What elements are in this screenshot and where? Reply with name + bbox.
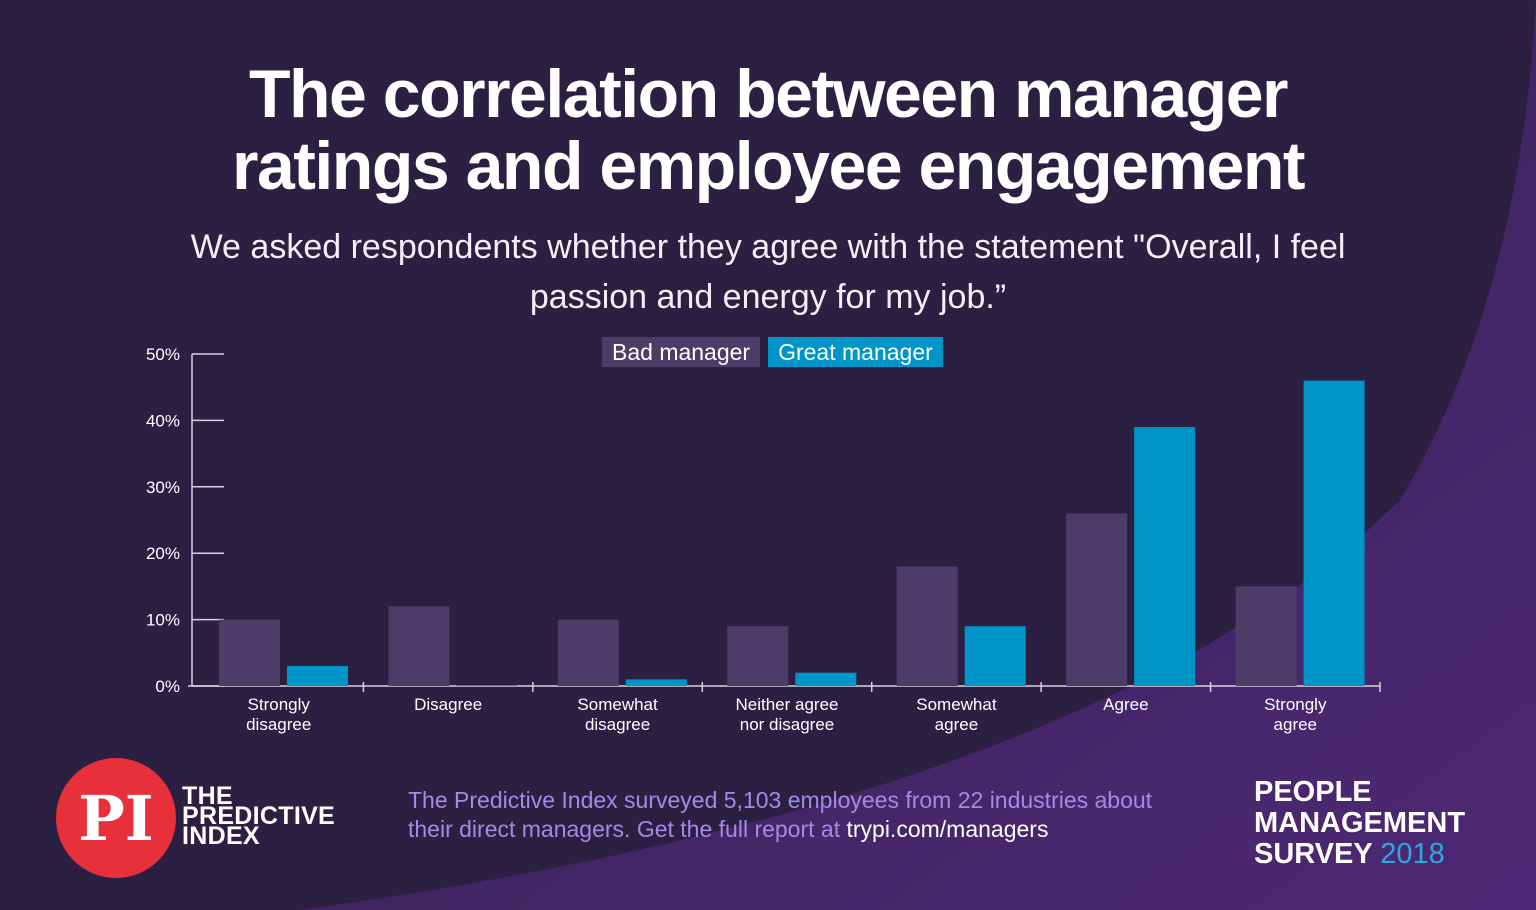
chart-subtitle: We asked respondents whether they agree … (190, 228, 1346, 316)
y-tick-label: 40% (146, 411, 180, 430)
bar-great-manager (795, 672, 857, 686)
bar-bad-manager (557, 619, 619, 686)
bar-great-manager (964, 626, 1026, 686)
bar-bad-manager (388, 606, 450, 686)
x-tick-label: Strongly disagree (246, 695, 311, 734)
bar-bad-manager (1066, 513, 1128, 686)
x-tick-label: Somewhat agree (916, 695, 997, 734)
bar-great-manager (1303, 380, 1365, 686)
title-line-2: ratings and employee engagement (231, 128, 1306, 204)
survey-line-3: SURVEY (1254, 838, 1373, 870)
legend-great-manager: Great manager (768, 337, 943, 367)
pi-logo-wordmark: THE PREDICTIVE INDEX (182, 782, 336, 850)
y-tick-label: 0% (155, 677, 180, 696)
logo-line-2: PREDICTIVE (182, 802, 336, 830)
survey-line-1: PEOPLE (1254, 776, 1372, 808)
y-tick-label: 30% (146, 478, 180, 497)
bar-great-manager (456, 685, 518, 686)
y-tick-label: 10% (146, 611, 180, 630)
x-tick-label: Strongly agree (1264, 695, 1327, 734)
bar-bad-manager (1235, 586, 1297, 686)
y-tick-label: 20% (146, 544, 180, 563)
bar-great-manager (625, 679, 687, 686)
pi-logo-mark: PI (56, 758, 176, 878)
survey-year: 2018 (1380, 838, 1445, 870)
report-link[interactable]: trypi.com/managers (846, 816, 1049, 842)
survey-line-2: MANAGEMENT (1254, 807, 1466, 839)
x-tick-label: Somewhat disagree (577, 695, 658, 734)
legend-bad-manager: Bad manager (602, 337, 761, 367)
bar-bad-manager (219, 619, 280, 686)
y-tick-label: 50% (146, 345, 180, 364)
bar-bad-manager (727, 626, 789, 686)
footer-note: The Predictive Index surveyed 5,103 empl… (408, 786, 1168, 844)
logo-line-3: INDEX (182, 822, 260, 850)
title-line-1: The correlation between manager (248, 56, 1289, 132)
x-tick-label: Disagree (414, 695, 482, 714)
survey-badge: PEOPLE MANAGEMENT SURVEY 2018 (1254, 777, 1465, 870)
x-tick-label: Neither agree nor disagree (735, 695, 838, 734)
logo-mark-text: PI (78, 781, 154, 855)
chart-title: The correlation between manager ratings … (0, 58, 1536, 202)
x-tick-label: Agree (1103, 695, 1148, 714)
bar-great-manager (1134, 427, 1196, 686)
bar-great-manager (287, 666, 348, 686)
bar-bad-manager (896, 566, 958, 686)
footer-text: The Predictive Index surveyed 5,103 empl… (408, 787, 1153, 842)
logo-line-1: THE (182, 782, 233, 810)
legend: Bad manager Great manager (602, 337, 943, 367)
